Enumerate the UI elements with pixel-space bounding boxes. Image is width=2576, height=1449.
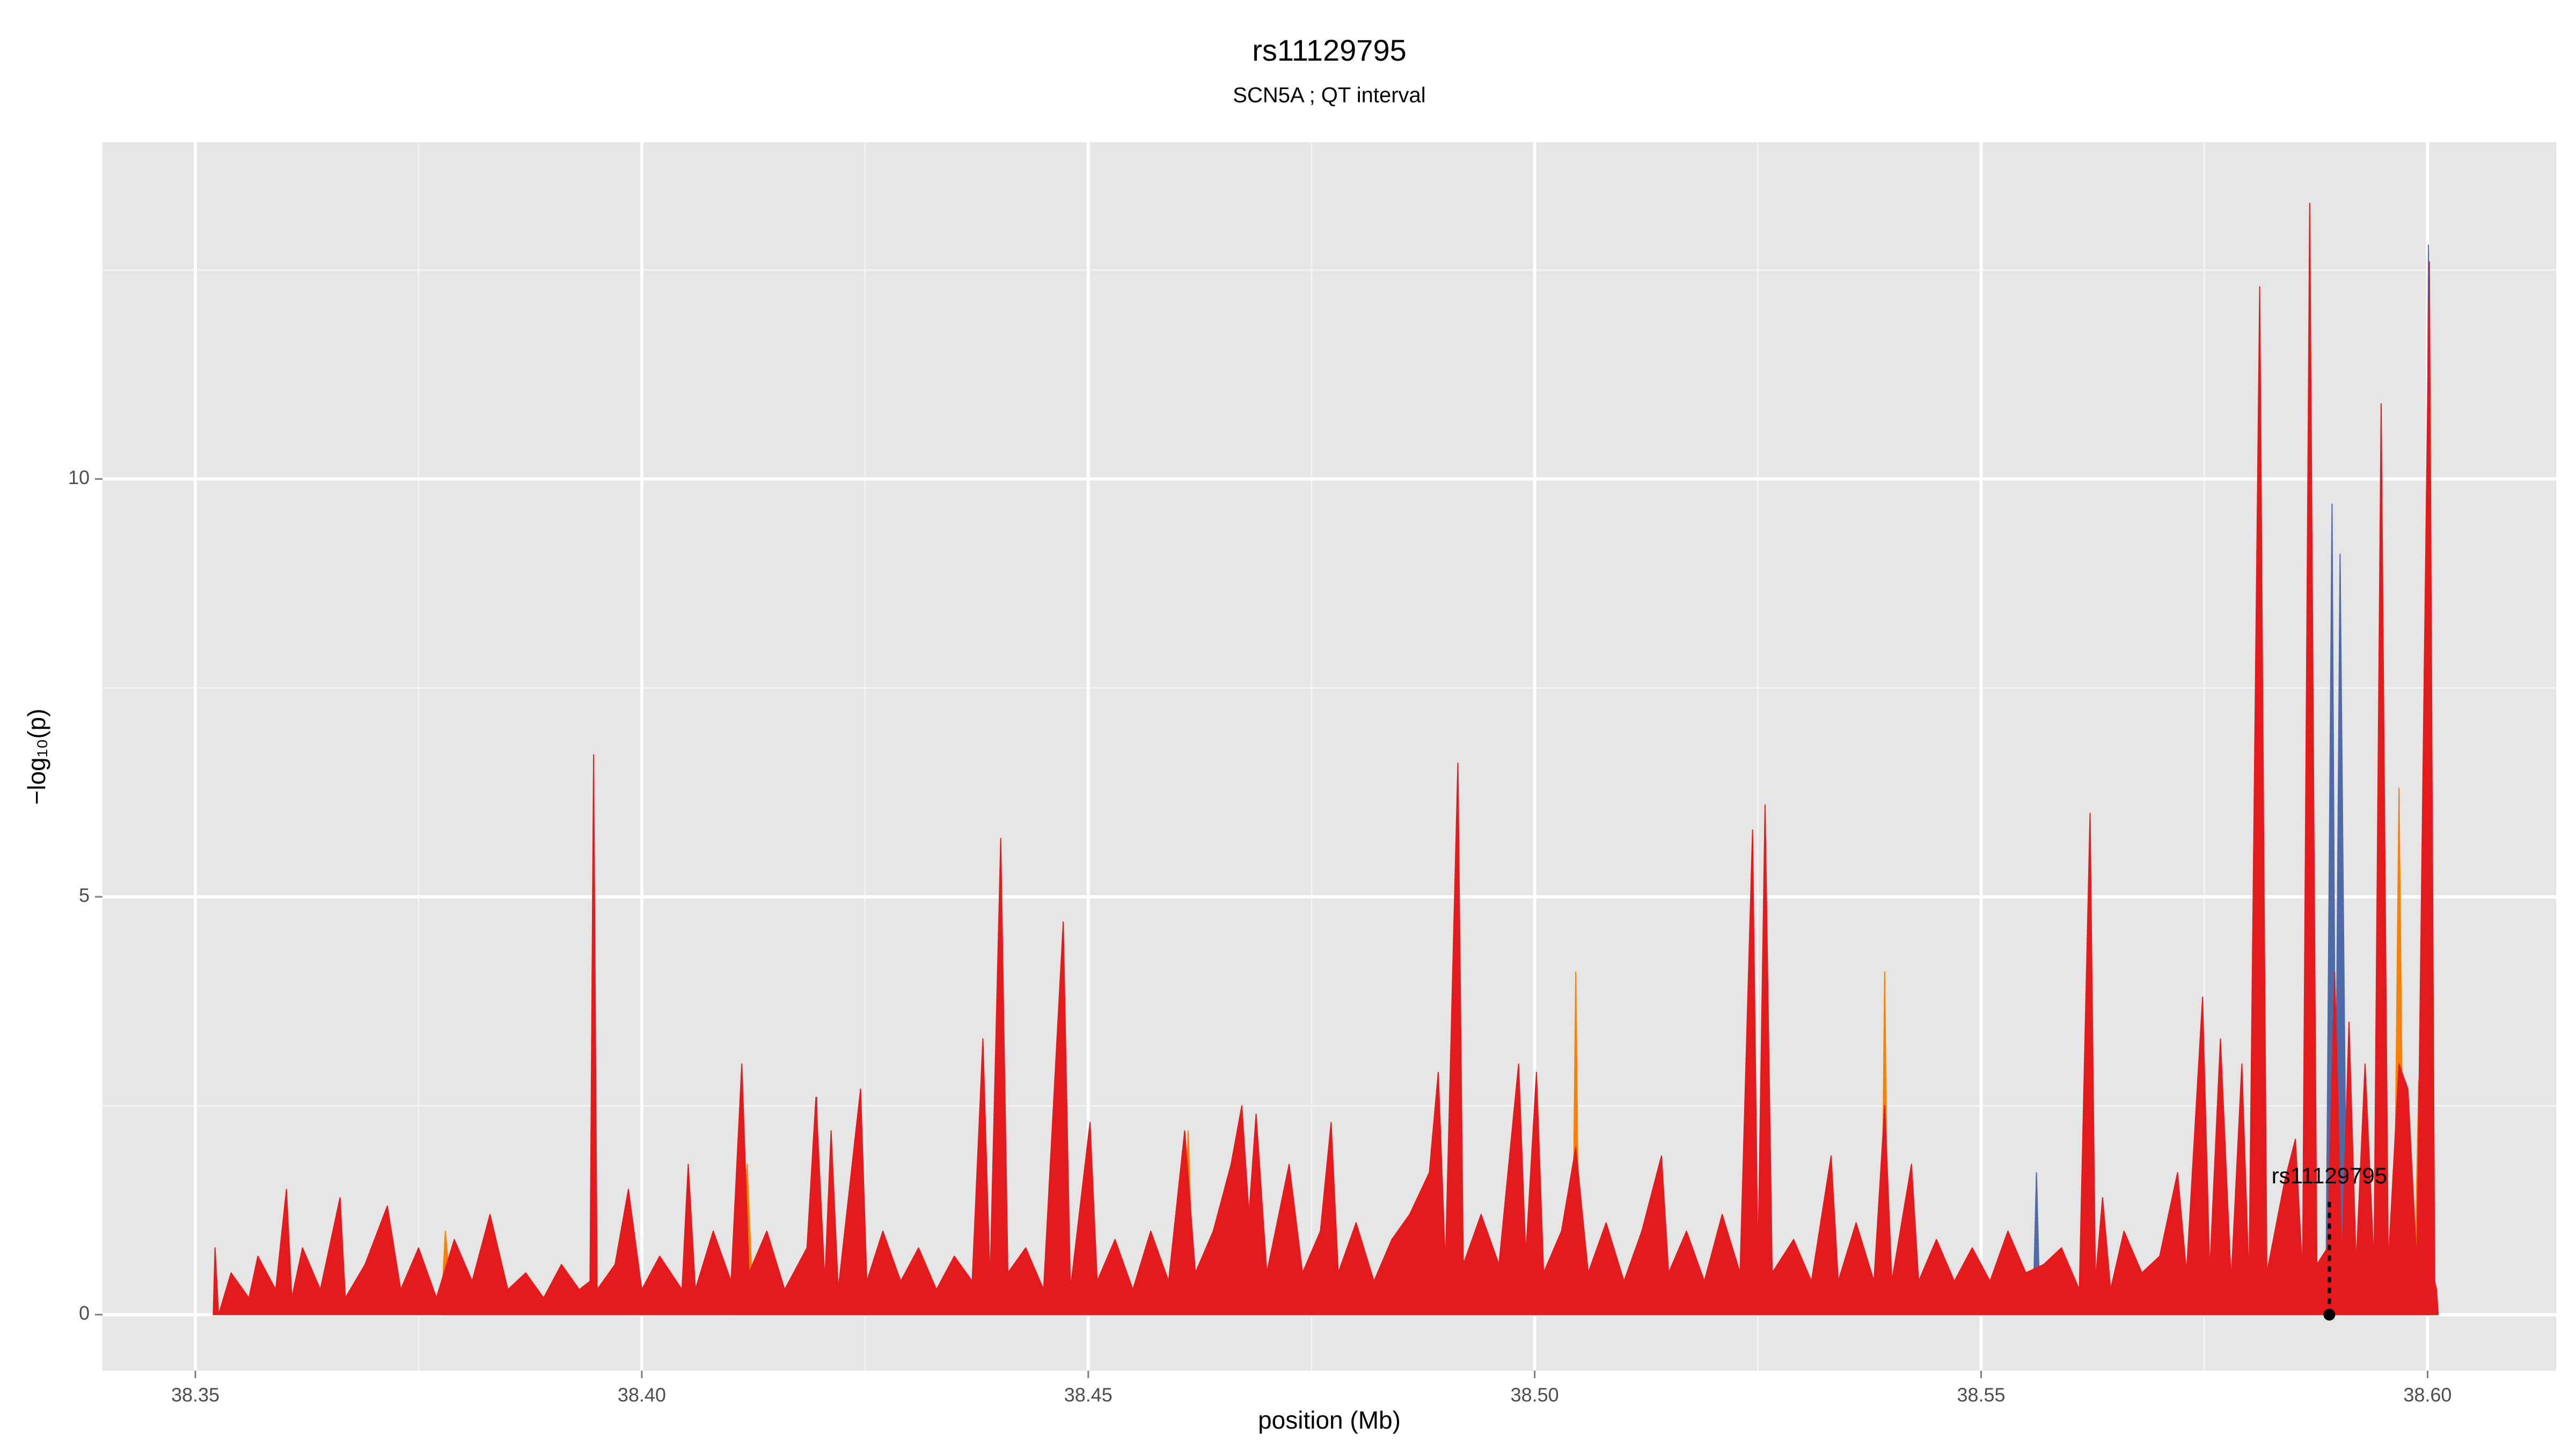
y-tick-label: 0 <box>79 1302 90 1324</box>
axes: 38.35 38.40 38.45 38.50 38.55 38.60 0 5 10 <box>68 466 2452 1406</box>
chart-subtitle: SCN5A ; QT interval <box>1233 84 1425 107</box>
chart-title: rs11129795 <box>1252 33 1407 67</box>
x-tick-label: 38.55 <box>1957 1384 2005 1406</box>
y-tick-label: 5 <box>79 884 90 906</box>
annotation-point <box>2323 1308 2336 1321</box>
y-axis-label: −log₁₀(p) <box>23 708 50 804</box>
x-tick-label: 38.45 <box>1064 1384 1113 1406</box>
x-tick-label: 38.40 <box>618 1384 666 1406</box>
area <box>213 202 2439 1315</box>
x-tick-label: 38.50 <box>1511 1384 1559 1406</box>
annotation-label: rs11129795 <box>2272 1163 2388 1188</box>
marks: rs11129795 <box>213 202 2439 1321</box>
x-tick-label: 38.35 <box>171 1384 219 1406</box>
y-tick-label: 10 <box>68 466 90 488</box>
x-axis-label: position (Mb) <box>1258 1406 1401 1434</box>
x-tick-label: 38.60 <box>2403 1384 2451 1406</box>
